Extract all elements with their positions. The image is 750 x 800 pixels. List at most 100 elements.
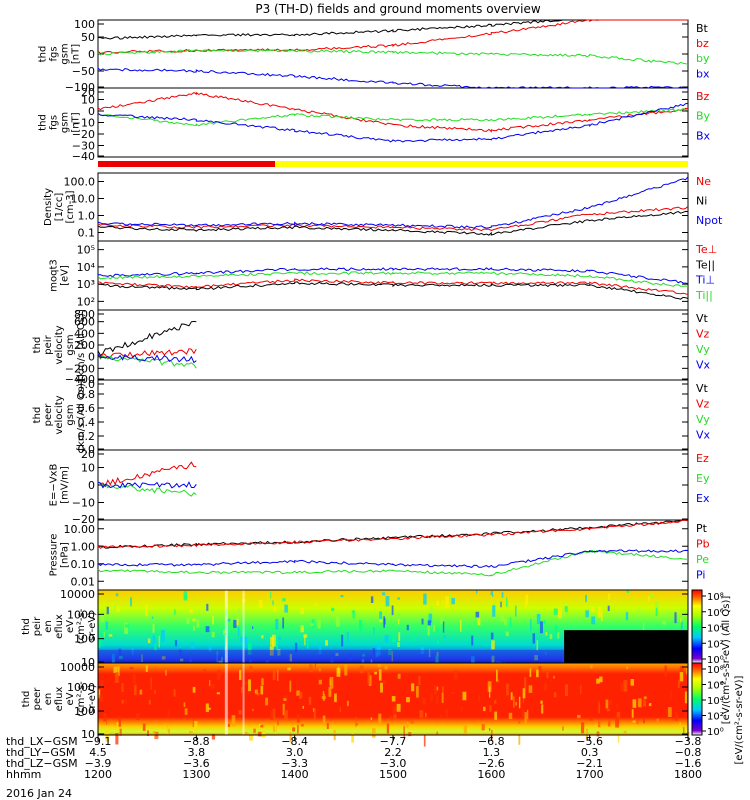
spectrogram-cell xyxy=(642,717,645,724)
date-label: 2016 Jan 24 xyxy=(6,787,72,800)
spectrogram-cell xyxy=(591,606,595,613)
legend-entry: bz xyxy=(696,37,709,50)
spectrogram-cell xyxy=(580,684,582,695)
spectrogram-cell xyxy=(397,673,401,679)
legend-entry: Vy xyxy=(696,413,710,426)
spectrogram-cell xyxy=(244,731,248,735)
spectrogram-cell xyxy=(103,631,105,638)
y-tick-label: 1000 xyxy=(67,608,95,621)
colorbar-tick-label: 10⁸ xyxy=(707,592,724,603)
spectrogram-cell xyxy=(585,610,589,618)
spectrogram-cell xyxy=(211,733,216,740)
spectrogram-cell xyxy=(113,666,118,674)
spectrogram-cell xyxy=(273,606,277,612)
spectrogram-cell xyxy=(296,690,300,696)
series-Bz xyxy=(97,91,689,133)
spectrogram-cell xyxy=(261,730,266,738)
spectrogram-cell xyxy=(554,625,558,638)
spectrogram-cell xyxy=(391,696,396,702)
y-tick-label: 1000 xyxy=(67,681,95,694)
series-Bx xyxy=(97,102,689,143)
spectrogram-cell xyxy=(392,706,397,715)
spectrogram-cell xyxy=(296,713,300,723)
spectrogram-cell xyxy=(261,635,264,639)
y-tick-label: −20 xyxy=(72,513,95,526)
legend-entry: Bz xyxy=(696,90,710,103)
y-tick-label: 600 xyxy=(74,316,95,329)
y-tick-label: 0.0 xyxy=(78,443,96,456)
spectrogram-cell xyxy=(515,702,517,706)
spectrogram-cell xyxy=(370,717,372,721)
spectrogram-cell xyxy=(553,675,555,679)
spectrogram-cell xyxy=(616,703,619,709)
spectrogram-cell xyxy=(598,721,601,728)
y-axis-label: thd xyxy=(21,618,32,635)
spectrogram-cell xyxy=(538,665,542,674)
spectrogram-cell xyxy=(504,618,507,626)
spectrogram-cell xyxy=(636,719,639,725)
spectrogram-cell xyxy=(252,626,254,630)
colorbar-tick-label: 10⁶ xyxy=(707,608,724,619)
spectrogram-cell xyxy=(315,602,318,606)
spectrogram-cell xyxy=(272,723,277,732)
series-By xyxy=(97,108,689,127)
y-axis-label: Density xyxy=(43,188,54,226)
x-tick-label: −7.7 xyxy=(380,735,407,748)
y-axis-label: gsm xyxy=(60,112,71,133)
spectrogram-cell xyxy=(393,714,397,719)
y-axis-label: eV xyxy=(65,620,76,633)
spectrogram-cell xyxy=(389,726,394,730)
spectrogram-cell xyxy=(152,635,156,645)
legend-entry: Vz xyxy=(696,398,710,411)
series-group xyxy=(97,519,689,577)
spectrogram-cell xyxy=(283,710,288,721)
spectrogram-cell xyxy=(449,593,452,603)
spectrogram-cell xyxy=(115,722,117,726)
colorbar-label: [eV/(cm²-s-sr-eV)] xyxy=(734,675,745,764)
spectrogram-cell xyxy=(377,663,382,668)
legend-entry: by xyxy=(696,52,710,65)
spectrogram-cell xyxy=(418,676,421,686)
x-tick-label: −8.8 xyxy=(183,735,210,748)
spectrogram-cell xyxy=(557,631,560,639)
spectrogram-cell xyxy=(460,620,462,632)
spectrogram-cell xyxy=(436,640,440,644)
y-axis-label: [km/s (All Qs)] xyxy=(76,309,87,381)
x-row-name: thd_LZ−GSM xyxy=(6,757,78,770)
spectrogram-cell xyxy=(147,638,151,644)
spectrogram-cell xyxy=(318,679,322,685)
y-tick-label: −10 xyxy=(72,497,95,510)
spectrogram-cell xyxy=(341,634,344,647)
spectrogram-cell xyxy=(378,713,382,726)
spectrogram-cell xyxy=(637,698,642,708)
spectrogram-cell xyxy=(518,733,521,745)
spectrogram-cell xyxy=(218,671,222,675)
y-axis-label: [nT] xyxy=(71,112,82,132)
spectrogram-cell xyxy=(596,678,600,684)
spectrogram-cell xyxy=(121,683,124,693)
spectrogram-cell xyxy=(106,606,109,615)
spectrogram-cell xyxy=(302,705,304,709)
series-Pb xyxy=(97,519,689,549)
spectrogram-gap xyxy=(242,663,245,735)
y-axis-label: thd xyxy=(38,46,49,63)
spectrogram-cell xyxy=(380,682,383,693)
y-axis-label: Pressure xyxy=(49,534,60,577)
spectrogram-cell xyxy=(478,694,480,702)
spectrogram-cell xyxy=(425,712,427,718)
x-tick-label: 1200 xyxy=(84,768,112,781)
spectrogram-cell xyxy=(300,723,304,727)
y-axis-label: peir xyxy=(43,334,54,354)
spectrogram-cell xyxy=(445,596,449,609)
series-Vx xyxy=(97,353,197,364)
spectrogram-cell xyxy=(521,709,525,719)
spectrogram-cell xyxy=(515,605,517,617)
x-tick-label: −0.8 xyxy=(675,746,702,759)
series-Ez xyxy=(97,461,197,488)
y-axis-label: gsm xyxy=(60,43,71,64)
spectrogram-cell xyxy=(258,600,263,609)
series-Vy xyxy=(97,353,197,369)
spectrogram-cell xyxy=(317,619,321,629)
